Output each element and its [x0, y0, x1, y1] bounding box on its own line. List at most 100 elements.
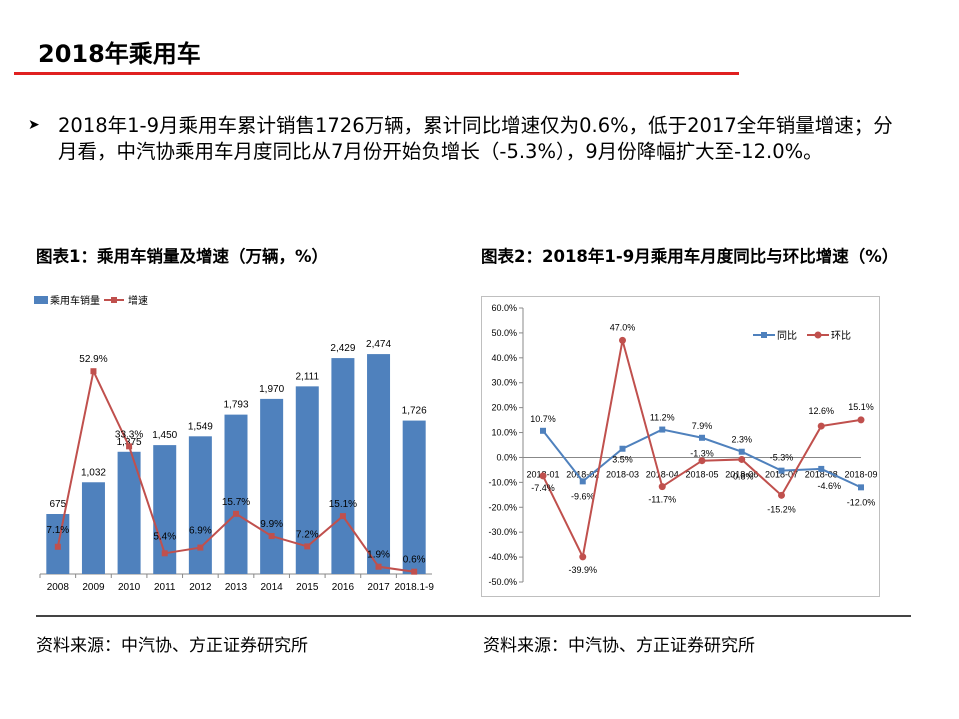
bar-sales: [153, 445, 177, 574]
bullet-text: 2018年1-9月乘用车累计销售1726万辆，累计同比增速仅为0.6%，低于20…: [58, 114, 893, 163]
x-tick-label: 2012: [189, 582, 212, 593]
legend-label-mom: 环比: [831, 330, 851, 342]
y-tick-label: 10.0%: [491, 428, 517, 438]
mom-value-label: 15.1%: [848, 402, 874, 412]
yoy-value-label: 11.2%: [650, 413, 675, 423]
yoy-value-label: -9.6%: [571, 491, 595, 501]
bar-value-label: 1,793: [223, 400, 248, 411]
bar-sales: [295, 386, 319, 574]
growth-point: [54, 543, 61, 550]
yoy-point: [858, 484, 864, 491]
yoy-value-label: -5.3%: [770, 453, 794, 463]
legend-label-yoy: 同比: [777, 330, 797, 342]
growth-point: [197, 544, 204, 551]
growth-value-label: 5.4%: [153, 531, 176, 542]
mom-point: [698, 457, 706, 465]
y-tick-label: 60.0%: [491, 303, 517, 313]
arrow-bullet-icon: ➤: [28, 117, 40, 133]
chart-frame: [481, 296, 880, 597]
x-tick-label: 2018-08: [805, 469, 838, 479]
growth-point: [126, 443, 133, 450]
yoy-point: [738, 448, 745, 455]
y-tick-label: -10.0%: [488, 477, 517, 487]
bar-value-label: 1,549: [188, 421, 213, 432]
yoy-point: [619, 445, 626, 452]
x-tick-label: 2018-05: [685, 469, 718, 479]
figure-1-title: 图表1：乘用车销量及增速（万辆，%）: [36, 247, 329, 266]
growth-point: [161, 550, 168, 557]
x-tick-label: 2018-06: [725, 469, 758, 479]
growth-value-label: 6.9%: [189, 526, 212, 537]
y-tick-label: 20.0%: [491, 403, 517, 413]
x-tick-label: 2018-09: [844, 469, 877, 479]
mom-point: [857, 416, 865, 424]
bar-sales: [81, 482, 105, 574]
y-tick-label: -30.0%: [488, 527, 517, 537]
legend-marker-mom: [814, 331, 822, 339]
page-title: 2018年乘用车: [38, 40, 201, 68]
x-tick-label: 2018.1-9: [394, 582, 434, 593]
mom-value-label: -11.7%: [648, 495, 676, 505]
mom-value-label: -1.3%: [690, 449, 714, 459]
x-tick-label: 2010: [118, 582, 141, 593]
mom-point: [778, 491, 785, 499]
bar-sales: [224, 414, 248, 574]
mom-value-label: -7.4%: [531, 483, 555, 493]
growth-point: [411, 568, 418, 575]
yoy-point: [579, 478, 586, 485]
figure-2-title: 图表2：2018年1-9月乘用车月度同比与环比增速（%）: [481, 247, 899, 266]
bar-value-label: 1,375: [117, 437, 142, 448]
x-tick-label: 2008: [47, 582, 70, 593]
bar-sales: [260, 398, 284, 574]
x-tick-label: 2015: [296, 582, 319, 593]
x-tick-label: 2018-07: [765, 469, 798, 479]
growth-point: [339, 513, 346, 520]
yoy-point: [659, 426, 666, 433]
yoy-value-label: 2.3%: [731, 435, 752, 445]
bar-value-label: 1,970: [259, 384, 284, 395]
x-tick-label: 2018-02: [566, 469, 599, 479]
yoy-point: [699, 434, 705, 441]
source-note-1: 资料来源：中汽协、方正证券研究所: [36, 636, 308, 656]
y-tick-label: -40.0%: [488, 552, 517, 562]
yoy-value-label: -12.0%: [847, 497, 876, 507]
growth-value-label: 7.1%: [46, 525, 69, 536]
bar-value-label: 1,032: [81, 467, 106, 478]
mom-value-label: -15.2%: [767, 504, 796, 514]
legend-label-growth: 增速: [128, 294, 148, 307]
bar-value-label: 2,111: [295, 371, 319, 382]
growth-value-label: 33.3%: [115, 429, 143, 440]
yoy-value-label: 10.7%: [530, 414, 556, 424]
y-tick-label: 50.0%: [491, 328, 517, 338]
yoy-value-label: -4.6%: [817, 481, 841, 491]
mom-value-label: -0.8%: [730, 471, 754, 481]
x-tick-label: 2018-04: [646, 469, 679, 479]
mom-point: [817, 422, 825, 430]
chart-sales-growth: 乘用车销量 增速 675 2008 1,032 2009 1,375 2010 1,450 201…: [34, 294, 434, 593]
yoy-point: [778, 467, 785, 474]
growth-point: [375, 563, 382, 570]
y-tick-label: 0.0%: [496, 452, 517, 462]
y-tick-label: -50.0%: [488, 577, 517, 587]
yoy-point: [540, 427, 546, 434]
x-tick-label: 2018-03: [606, 469, 639, 479]
bar-value-label: 1,450: [152, 430, 177, 441]
mom-value-label: 47.0%: [610, 322, 636, 332]
bar-sales: [331, 358, 355, 574]
title-underline: [14, 72, 739, 75]
bar-sales: [367, 354, 391, 574]
growth-value-label: 15.1%: [329, 499, 357, 510]
growth-point: [268, 533, 275, 540]
bar-value-label: 2,474: [366, 339, 391, 350]
growth-value-label: 52.9%: [79, 354, 107, 365]
x-tick-label: 2011: [154, 582, 176, 593]
separator-line: [36, 615, 911, 617]
mom-point: [619, 336, 626, 344]
growth-value-label: 9.9%: [260, 519, 283, 530]
x-tick-label: 2009: [82, 582, 105, 593]
x-tick-label: 2014: [261, 582, 284, 593]
mom-point: [539, 472, 547, 480]
bar-value-label: 2,429: [330, 343, 355, 354]
growth-value-label: 0.6%: [403, 555, 426, 566]
growth-value-label: 15.7%: [222, 497, 250, 508]
